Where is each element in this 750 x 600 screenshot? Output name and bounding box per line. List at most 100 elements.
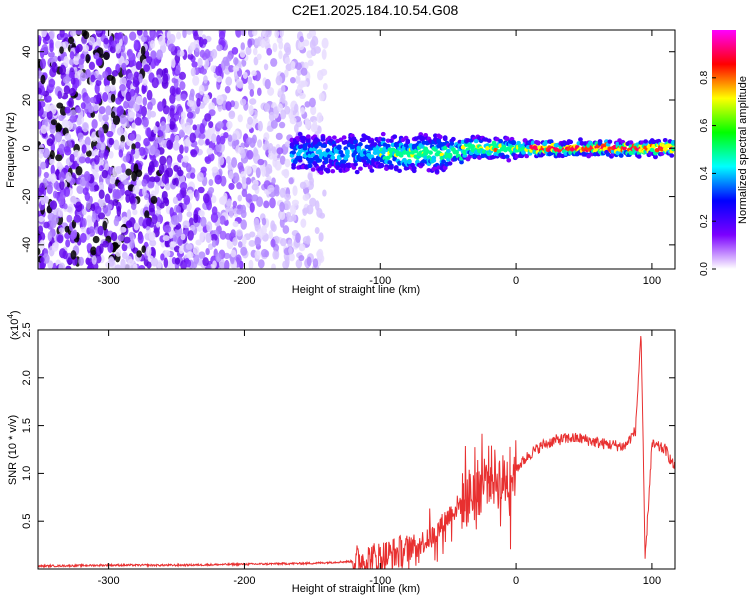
heatmap-cell bbox=[200, 166, 207, 173]
heatmap-cell bbox=[113, 139, 120, 151]
heatmap-cell bbox=[211, 239, 217, 248]
heatmap-cell bbox=[237, 194, 242, 202]
heatmap-cell bbox=[172, 141, 180, 151]
heatmap-cell bbox=[120, 44, 126, 53]
heatmap-cell bbox=[128, 111, 136, 118]
heatmap-cell bbox=[151, 214, 158, 225]
spectrogram-frame bbox=[37, 29, 676, 270]
heatmap-cell bbox=[216, 121, 224, 129]
heatmap-cell bbox=[103, 150, 109, 160]
heatmap-cell bbox=[163, 257, 169, 269]
heatmap-cell bbox=[288, 246, 293, 255]
heatmap-cell bbox=[307, 59, 314, 67]
heatmap-cell bbox=[75, 165, 83, 176]
heatmap-cell bbox=[193, 31, 199, 41]
heatmap-cell bbox=[248, 259, 254, 269]
heatmap-cell bbox=[202, 38, 208, 45]
heatmap-cell bbox=[98, 189, 105, 200]
heatmap-cell bbox=[228, 182, 235, 190]
heatmap-cell bbox=[38, 110, 42, 117]
heatmap-cell bbox=[300, 67, 308, 76]
heatmap-cell bbox=[142, 96, 148, 107]
heatmap-cell bbox=[84, 95, 91, 104]
colorbar-tick-label: 0.6 bbox=[699, 118, 710, 132]
heatmap-cell bbox=[622, 145, 627, 151]
heatmap-cell bbox=[372, 142, 378, 147]
heatmap-cell bbox=[88, 226, 95, 233]
heatmap-cell bbox=[169, 207, 174, 218]
heatmap-cell bbox=[73, 57, 80, 66]
heatmap-cell bbox=[148, 231, 156, 241]
heatmap-cell bbox=[122, 179, 129, 186]
heatmap-cell bbox=[69, 153, 75, 163]
heatmap-cell bbox=[249, 98, 257, 105]
heatmap-cell bbox=[669, 153, 675, 158]
heatmap-cell bbox=[160, 120, 166, 132]
heatmap-cell bbox=[79, 232, 87, 244]
heatmap-cell bbox=[69, 30, 77, 37]
heatmap-cell bbox=[240, 219, 247, 230]
heatmap-cell bbox=[121, 62, 127, 70]
heatmap-cell bbox=[128, 192, 135, 204]
heatmap-cell bbox=[173, 164, 180, 172]
heatmap-cell bbox=[330, 155, 336, 160]
heatmap-cell bbox=[232, 221, 239, 228]
heatmap-cell bbox=[103, 37, 109, 45]
heatmap-cell bbox=[119, 141, 126, 148]
heatmap-cell bbox=[282, 225, 290, 234]
heatmap-cell bbox=[190, 172, 196, 179]
heatmap-cell bbox=[256, 87, 262, 97]
heatmap-cell bbox=[125, 220, 133, 228]
heatmap-cell bbox=[102, 71, 109, 79]
heatmap-cell bbox=[247, 38, 253, 48]
heatmap-cell bbox=[194, 47, 200, 58]
heatmap-cell bbox=[107, 242, 114, 253]
heatmap-cell bbox=[148, 203, 155, 213]
heatmap-cell bbox=[380, 150, 386, 155]
heatmap-cell bbox=[190, 149, 198, 158]
heatmap-cell bbox=[169, 85, 176, 96]
heatmap-cell bbox=[278, 121, 286, 129]
heatmap-cell bbox=[105, 105, 112, 116]
heatmap-cell bbox=[52, 190, 58, 199]
heatmap-cell bbox=[159, 155, 167, 166]
heatmap-cell bbox=[63, 56, 69, 67]
heatmap-cell bbox=[111, 69, 119, 77]
heatmap-cell bbox=[437, 134, 443, 140]
heatmap-cell bbox=[175, 87, 181, 95]
heatmap-cell bbox=[336, 145, 342, 151]
heatmap-cell bbox=[208, 102, 216, 112]
heatmap-cell bbox=[98, 165, 104, 172]
spectrogram-y-tick-label: 0 bbox=[21, 145, 33, 151]
heatmap-cell bbox=[535, 140, 541, 145]
heatmap-cell bbox=[389, 165, 394, 170]
heatmap-cell bbox=[241, 235, 247, 246]
heatmap-cell bbox=[275, 132, 283, 141]
heatmap-cell bbox=[133, 71, 139, 79]
svg-text:(x104): (x104) bbox=[6, 310, 21, 340]
heatmap-cell bbox=[321, 49, 327, 60]
heatmap-cell bbox=[279, 30, 285, 38]
snr-y-tick-label: 2.0 bbox=[21, 370, 33, 385]
heatmap-cell bbox=[231, 46, 239, 55]
snr-x-tick-label: -300 bbox=[98, 575, 120, 587]
heatmap-cell bbox=[670, 140, 675, 145]
heatmap-cell bbox=[618, 153, 624, 158]
heatmap-cell bbox=[40, 74, 46, 85]
heatmap-cell bbox=[198, 138, 205, 146]
heatmap-cell bbox=[300, 218, 307, 228]
heatmap-cell bbox=[295, 76, 300, 84]
heatmap-cell bbox=[220, 60, 226, 71]
spectrogram-y-tick-label: -20 bbox=[21, 189, 33, 205]
heatmap-cell bbox=[279, 187, 286, 198]
heatmap-cell bbox=[218, 156, 225, 166]
heatmap-cell bbox=[149, 239, 157, 247]
heatmap-cell bbox=[251, 70, 257, 77]
snr-plot: -300 -200 -100 0 100 0.5 1.0 1.5 2.0 2.5 Height o… bbox=[6, 310, 676, 595]
heatmap-cell bbox=[275, 75, 283, 86]
heatmap-cell bbox=[460, 145, 466, 150]
heatmap-cell bbox=[442, 135, 448, 140]
heatmap-cell bbox=[172, 178, 177, 186]
heatmap-cell bbox=[99, 199, 107, 207]
